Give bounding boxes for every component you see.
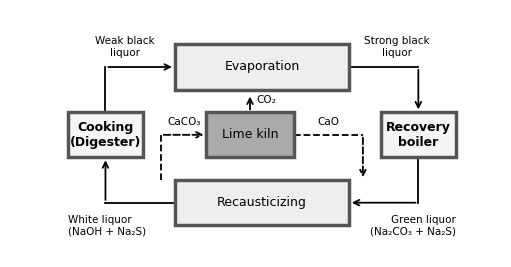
FancyBboxPatch shape: [175, 180, 349, 225]
FancyBboxPatch shape: [175, 44, 349, 90]
Text: Lime kiln: Lime kiln: [222, 128, 278, 141]
Text: Recausticizing: Recausticizing: [217, 196, 307, 209]
Text: Recovery
boiler: Recovery boiler: [386, 121, 451, 149]
Text: Green liquor
(Na₂CO₃ + Na₂S): Green liquor (Na₂CO₃ + Na₂S): [370, 215, 456, 237]
Text: CO₂: CO₂: [256, 95, 276, 105]
Text: White liquor
(NaOH + Na₂S): White liquor (NaOH + Na₂S): [68, 215, 146, 237]
FancyBboxPatch shape: [381, 112, 456, 158]
FancyBboxPatch shape: [68, 112, 143, 158]
FancyBboxPatch shape: [206, 112, 293, 158]
Text: Weak black
liquor: Weak black liquor: [96, 36, 155, 58]
Text: Cooking
(Digester): Cooking (Digester): [70, 121, 141, 149]
Text: CaO: CaO: [317, 117, 339, 127]
Text: Strong black
liquor: Strong black liquor: [364, 36, 429, 58]
Text: CaCO₃: CaCO₃: [167, 117, 200, 127]
Text: Evaporation: Evaporation: [224, 61, 299, 73]
